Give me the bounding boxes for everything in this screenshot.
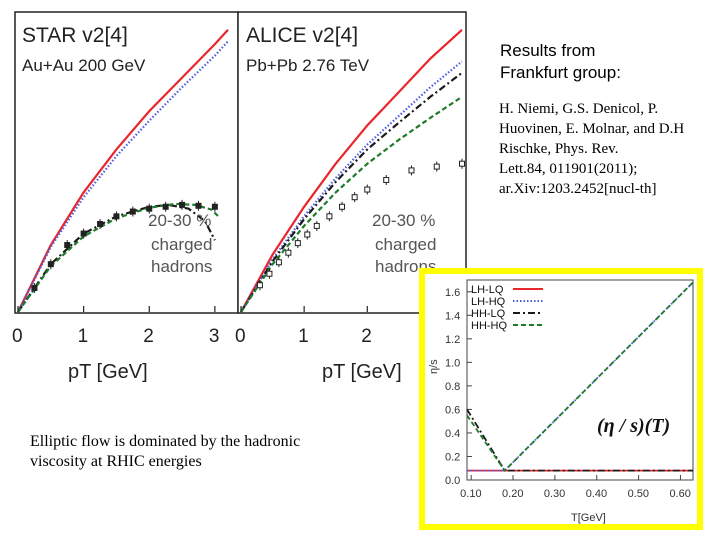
right-series-line-blue [240,60,463,313]
results-heading-line2: Frankfurt group: [500,63,621,82]
inset-x-tick-label: 0.20 [502,488,523,500]
reference-line1: H. Niemi, G.S. Denicol, P. [499,101,659,117]
inset-x-tick-label: 0.60 [669,488,690,500]
left-series-line-black [17,203,216,313]
right-data-point [408,167,415,174]
left-data-point [97,220,104,227]
results-heading: Results from Frankfurt group: [500,40,621,84]
inset-y-tick-label: 0.8 [445,381,460,393]
right-x-tick-label: 2 [361,326,372,347]
right-data-point [294,240,301,247]
right-data-point [364,186,371,193]
right-data-point [326,213,333,220]
left-title: STAR v2[4] [22,24,128,47]
left-x-tick-label: 1 [78,326,89,347]
right-panel: ALICE v2[4] Pb+Pb 2.76 TeV 20-30 % charg… [235,11,467,383]
inset-annotation: (η / s)(T) [597,415,670,437]
caption-line2: viscosity at RHIC energies [30,453,202,470]
caption-text: Elliptic flow is dominated by the hadron… [30,432,400,472]
right-data-point [304,231,311,238]
inset-plot-frame [466,279,694,481]
left-data-point [146,205,153,212]
inset-highlight-box: 0.0 0.2 0.4 0.6 0.8 1.0 1.2 1.4 1.6 LH-LQ LH-HQ HH… [419,268,703,530]
right-title: ALICE v2[4] [246,24,358,47]
right-data-point [383,176,390,183]
reference-line5: ar.Xiv:1203.2452[nucl-th] [499,181,657,197]
left-series-line-red [17,29,229,313]
left-data-point [211,203,218,210]
inset-x-tick-label: 0.40 [586,488,607,500]
left-data-point [129,208,136,215]
left-subtitle: Au+Au 200 GeV [22,56,146,75]
right-x-tick-label: 0 [235,326,246,347]
inset-y-tick-label: 1.0 [445,357,460,369]
left-data-point [31,285,38,292]
left-data-point [195,202,202,209]
right-series-line-red [240,28,463,313]
reference-line3: Rischke, Phys. Rev. [499,141,619,157]
left-data-point [80,230,87,237]
inset-legend-label: LH-LQ [471,284,504,296]
inset-y-tick-label: 0.6 [445,404,460,416]
right-data-point [275,259,282,266]
inset-x-tick-label: 0.10 [460,488,481,500]
inset-series-hh-hq [466,281,694,473]
inset-y-tick-label: 1.6 [445,287,460,299]
right-series-line-black [240,71,463,313]
inset-legend-label: HH-LQ [471,308,506,320]
right-data-point [266,270,273,277]
left-xlabel: pT [GeV] [68,361,148,383]
right-data-point [351,194,358,201]
inset-xlabel: T[GeV] [571,512,606,524]
right-data-point [433,163,440,170]
inset-legend-label: HH-HQ [471,320,507,332]
inset-chart: 0.00.20.40.60.81.01.21.41.6 LH-LQLH-HQHH… [428,279,694,524]
inset-x-tick-label: 0.30 [544,488,565,500]
left-data-point [47,261,54,268]
inset-ylabel: η/s [428,359,440,374]
reference-line2: Huovinen, E. Molnar, and D.H [499,121,685,137]
reference-line4: Lett.84, 011901(2011); [499,161,638,177]
left-panel: STAR v2[4] Au+Au 200 GeV 20-30 % charged… [12,11,239,383]
inset-y-tick-label: 1.2 [445,334,460,346]
right-annotation-1: 20-30 % [372,211,435,230]
right-data-point [313,222,320,229]
left-data-point [162,203,169,210]
left-data-point [64,242,71,249]
inset-x-tick-label: 0.50 [628,488,649,500]
right-data-point [285,249,292,256]
left-x-tick-label: 3 [209,326,220,347]
inset-y-tick-label: 0.0 [445,475,460,487]
right-x-tick-label: 1 [298,326,309,347]
right-data-point [256,282,263,289]
inset-y-tick-label: 0.2 [445,451,460,463]
left-x-tick-label: 0 [12,326,23,347]
inset-y-tick-label: 0.4 [445,428,460,440]
reference-citation: H. Niemi, G.S. Denicol, P. Huovinen, E. … [499,99,720,199]
right-data-point [339,203,346,210]
left-x-tick-label: 2 [143,326,154,347]
inset-legend-label: LH-HQ [471,296,506,308]
right-data-point [459,160,465,167]
results-heading-line1: Results from [500,41,596,60]
right-series-line-green [240,95,463,313]
left-annotation-1: 20-30 % [148,211,211,230]
caption-line1: Elliptic flow is dominated by the hadron… [30,433,301,450]
left-annotation-3: hadrons [151,257,212,276]
right-annotation-2: charged [375,235,436,254]
left-data-point [113,213,120,220]
left-data-point [179,201,186,208]
left-annotation-2: charged [151,235,212,254]
right-xlabel: pT [GeV] [322,361,402,383]
right-subtitle: Pb+Pb 2.76 TeV [246,56,370,75]
inset-y-tick-label: 1.4 [445,310,460,322]
